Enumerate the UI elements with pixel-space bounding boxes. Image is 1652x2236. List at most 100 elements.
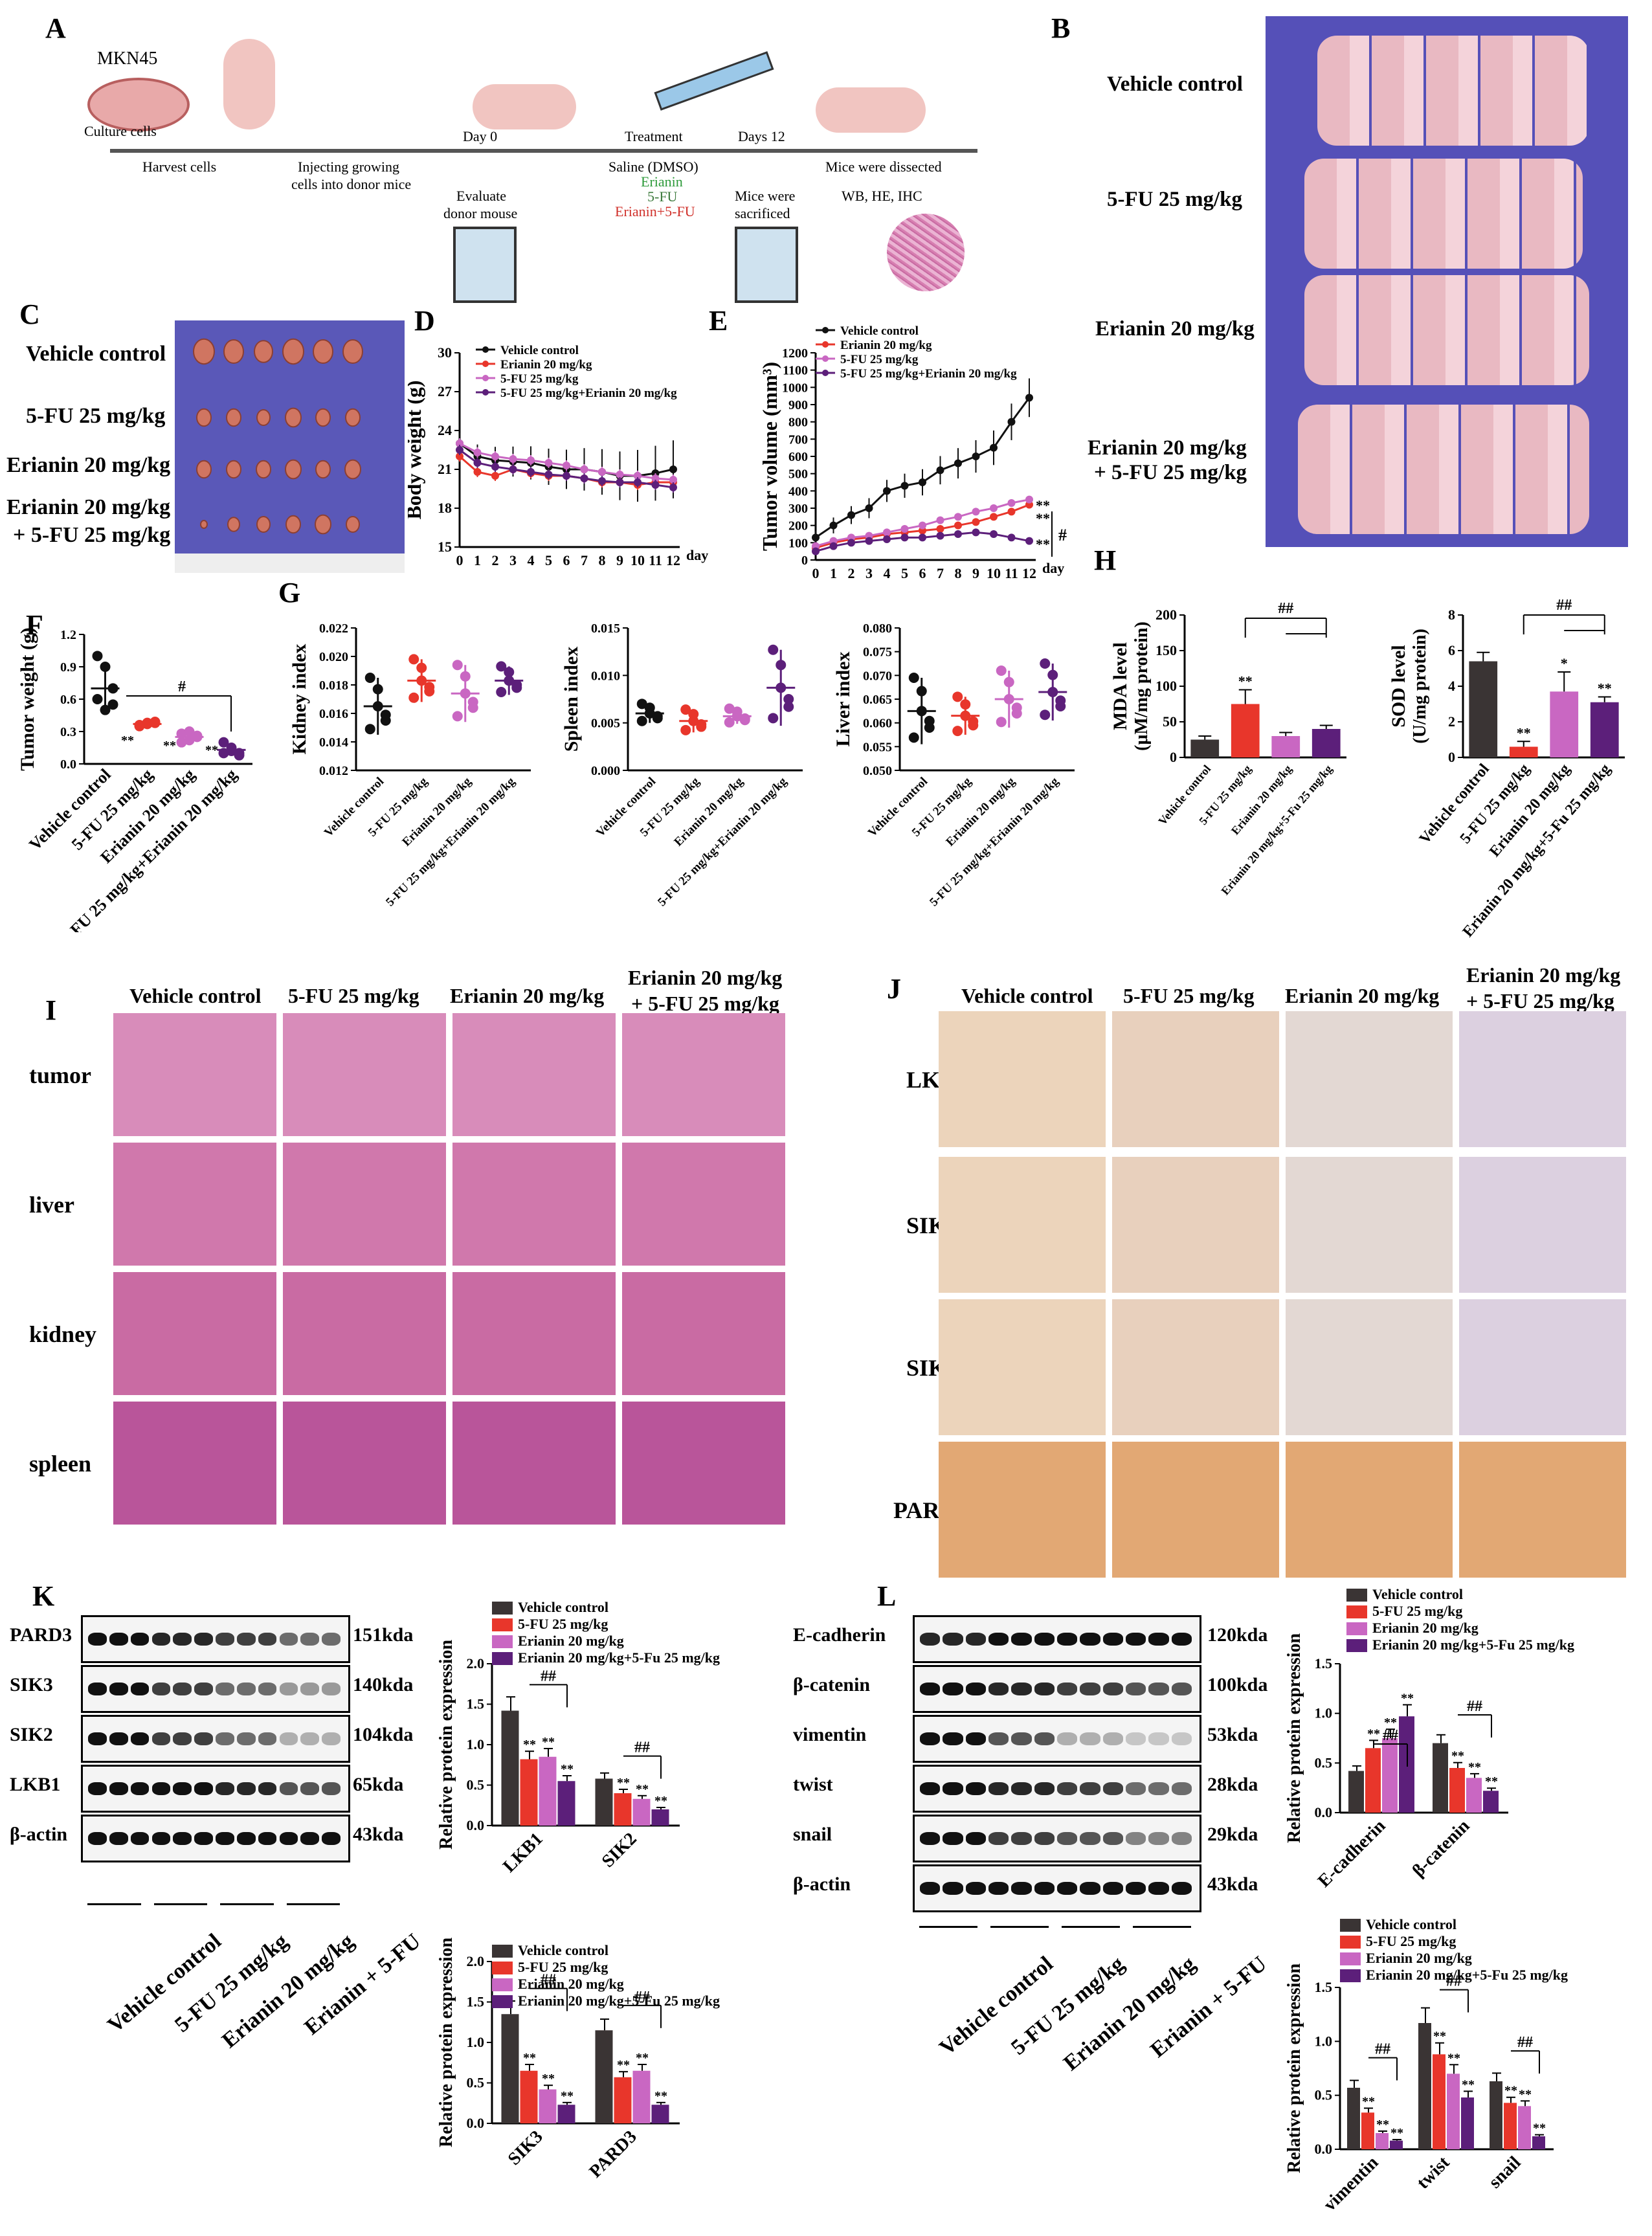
blot-band bbox=[1148, 1732, 1169, 1746]
legend-swatch bbox=[492, 1652, 513, 1665]
legend-label: Erianin 20 mg/kg bbox=[518, 1633, 624, 1649]
tumor-specimen bbox=[285, 459, 302, 480]
data-point bbox=[527, 468, 535, 476]
tumor-specimen bbox=[226, 460, 241, 479]
data-point bbox=[776, 660, 787, 671]
blot-band bbox=[109, 1682, 128, 1696]
y-tick-label: 300 bbox=[788, 502, 808, 516]
sig-mark: ** bbox=[1036, 497, 1050, 513]
data-point bbox=[218, 748, 229, 759]
blot-band bbox=[988, 1732, 1009, 1746]
tumor-specimen bbox=[227, 517, 240, 532]
blot-band bbox=[1011, 1682, 1032, 1696]
data-point bbox=[372, 684, 383, 695]
blot-band bbox=[236, 1632, 256, 1646]
data-point bbox=[504, 675, 515, 686]
blot-band bbox=[300, 1831, 320, 1846]
blot-band bbox=[1148, 1632, 1169, 1646]
category-label: E-cadherin bbox=[1314, 1816, 1390, 1892]
data-point bbox=[996, 665, 1007, 676]
blot-band bbox=[236, 1732, 256, 1746]
panel-label-l: L bbox=[877, 1580, 897, 1612]
legend-label: Vehicle control bbox=[518, 1599, 608, 1615]
blot-band bbox=[943, 1632, 963, 1646]
blot-band bbox=[109, 1732, 128, 1746]
sig-mark: ** bbox=[121, 733, 134, 748]
blot-band bbox=[173, 1732, 192, 1746]
data-point bbox=[883, 535, 891, 543]
legend-label: 5-FU 25 mg/kg bbox=[1372, 1603, 1462, 1619]
ruler bbox=[175, 553, 405, 573]
bar bbox=[1490, 2081, 1502, 2149]
blot-band bbox=[216, 1632, 234, 1646]
tumor-specimen bbox=[256, 516, 271, 533]
data-point bbox=[972, 453, 980, 460]
data-point bbox=[883, 528, 891, 537]
data-point bbox=[544, 459, 553, 467]
timeline-axis bbox=[110, 149, 977, 153]
lane-group-line bbox=[1133, 1926, 1191, 1928]
panel-label-g: G bbox=[278, 577, 301, 609]
data-point bbox=[724, 703, 735, 714]
y-axis-title: SOD level bbox=[1388, 645, 1409, 728]
y-tick-label: 1100 bbox=[783, 364, 808, 378]
data-point bbox=[150, 717, 161, 728]
y-tick-label: 0.080 bbox=[863, 621, 892, 636]
sig-mark: ** bbox=[523, 2051, 536, 2065]
data-point bbox=[829, 542, 838, 550]
blot-band bbox=[194, 1682, 213, 1696]
c-label-5fu: 5-FU 25 mg/kg bbox=[26, 404, 166, 428]
blot-band bbox=[1148, 1831, 1169, 1846]
he-image bbox=[452, 1143, 616, 1266]
panel-label-a: A bbox=[45, 12, 66, 44]
sig-mark: ** bbox=[1598, 680, 1612, 697]
he-image bbox=[113, 1013, 276, 1136]
bar bbox=[1433, 1743, 1448, 1813]
tumor-specimen bbox=[256, 409, 271, 426]
blot-band bbox=[988, 1682, 1009, 1696]
x-tick-label: 8 bbox=[599, 552, 606, 568]
blot-band bbox=[965, 1732, 986, 1746]
data-point bbox=[972, 518, 980, 526]
y-tick-label: 0.075 bbox=[863, 645, 892, 660]
panel-label-i: I bbox=[45, 994, 57, 1026]
blot-band bbox=[1057, 1732, 1078, 1746]
blot-protein-label: LKB1 bbox=[10, 1774, 61, 1795]
bar bbox=[614, 2077, 632, 2123]
data-point bbox=[651, 481, 660, 489]
legend-label: Erianin 20 mg/kg+5-Fu 25 mg/kg bbox=[518, 1993, 720, 2009]
data-point bbox=[908, 673, 919, 683]
legend-marker bbox=[822, 355, 829, 362]
blot-band bbox=[1011, 1632, 1032, 1646]
legend-label: 5-FU 25 mg/kg bbox=[1366, 1933, 1456, 1949]
he-image bbox=[283, 1143, 446, 1266]
blot-strip bbox=[913, 1615, 1201, 1663]
y-tick-label: 0.010 bbox=[591, 669, 620, 683]
clipboard-icon bbox=[735, 227, 798, 303]
data-point bbox=[739, 715, 750, 726]
data-point bbox=[372, 701, 383, 711]
legend-label: 5-FU 25 mg/kg+Erianin 20 mg/kg bbox=[500, 386, 677, 400]
step-day0: Day 0 bbox=[463, 128, 498, 144]
data-point bbox=[598, 477, 606, 485]
data-point bbox=[968, 720, 979, 731]
step-sacrificed-1: Mice were bbox=[735, 188, 796, 204]
bar bbox=[520, 1759, 538, 1826]
legend-label: Erianin 20 mg/kg bbox=[518, 1976, 624, 1992]
category-label: Erianin 20 mg/kg+5-Fu 25 mg/kg bbox=[1460, 761, 1614, 940]
data-point bbox=[731, 711, 742, 722]
legend-label: Erianin 20 mg/kg bbox=[1366, 1950, 1472, 1966]
data-point bbox=[1011, 708, 1022, 719]
ihc-image bbox=[1459, 1442, 1626, 1578]
blot-band bbox=[1126, 1881, 1146, 1895]
bar bbox=[1347, 2088, 1360, 2149]
he-image bbox=[283, 1013, 446, 1136]
blot-band bbox=[965, 1831, 986, 1846]
blot-protein-label: SIK3 bbox=[10, 1674, 53, 1695]
bar bbox=[1348, 1771, 1364, 1813]
sig-mark: ** bbox=[636, 2051, 649, 2065]
y-axis-title: Relative protein expression bbox=[436, 1640, 456, 1850]
data-point bbox=[467, 702, 478, 713]
